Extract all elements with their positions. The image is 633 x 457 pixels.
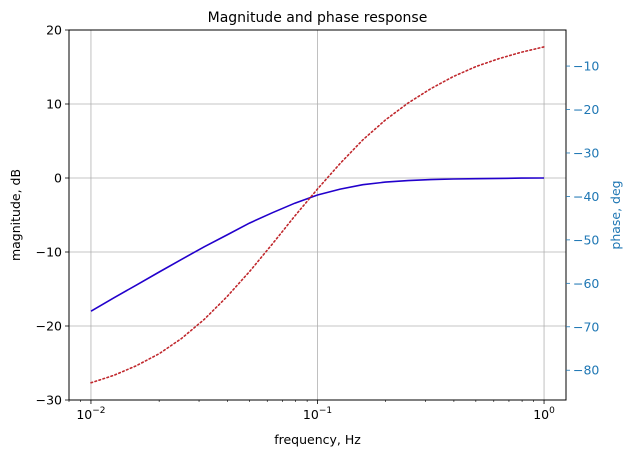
x-tick-exponent: 0 bbox=[549, 406, 555, 416]
y2-axis-label: phase, deg bbox=[608, 180, 623, 249]
x-tick-base: 10 bbox=[533, 407, 549, 422]
y-tick-label: −30 bbox=[36, 393, 62, 408]
series-lines bbox=[90, 46, 545, 384]
y-tick-label: 0 bbox=[54, 171, 62, 186]
magnitude-series-line bbox=[90, 177, 545, 312]
x-axis-label: frequency, Hz bbox=[274, 432, 361, 447]
y2-tick-label: −80 bbox=[573, 363, 599, 378]
y-tick-label: −10 bbox=[36, 245, 62, 260]
left-y-axis: −30 −20 −10 0 10 20 bbox=[36, 23, 69, 408]
y2-tick-label: −20 bbox=[573, 102, 599, 117]
x-tick-label: 10−1 bbox=[303, 406, 332, 422]
y-tick-label: 20 bbox=[46, 23, 62, 38]
x-tick-exponent: −2 bbox=[92, 406, 105, 416]
right-y-axis: −80 −70 −60 −50 −40 −30 −20 −10 bbox=[566, 59, 599, 378]
y2-tick-label: −60 bbox=[573, 276, 599, 291]
x-tick-label: 10−2 bbox=[76, 406, 105, 422]
y-tick-label: −20 bbox=[36, 319, 62, 334]
x-tick-base: 10 bbox=[76, 407, 92, 422]
x-tick-label: 100 bbox=[533, 406, 555, 422]
y2-tick-label: −70 bbox=[573, 319, 599, 334]
y2-tick-label: −50 bbox=[573, 232, 599, 247]
y2-tick-label: −30 bbox=[573, 145, 599, 160]
x-tick-exponent: −1 bbox=[319, 406, 332, 416]
y2-tick-label: −40 bbox=[573, 189, 599, 204]
y-axis-label: magnitude, dB bbox=[8, 169, 23, 261]
x-axis: 10−2 10−1 100 bbox=[68, 400, 555, 422]
y2-tick-label: −10 bbox=[573, 59, 599, 74]
x-tick-base: 10 bbox=[303, 407, 319, 422]
phase-series-line bbox=[90, 46, 545, 384]
chart-title: Magnitude and phase response bbox=[208, 10, 428, 26]
y-tick-label: 10 bbox=[46, 97, 62, 112]
